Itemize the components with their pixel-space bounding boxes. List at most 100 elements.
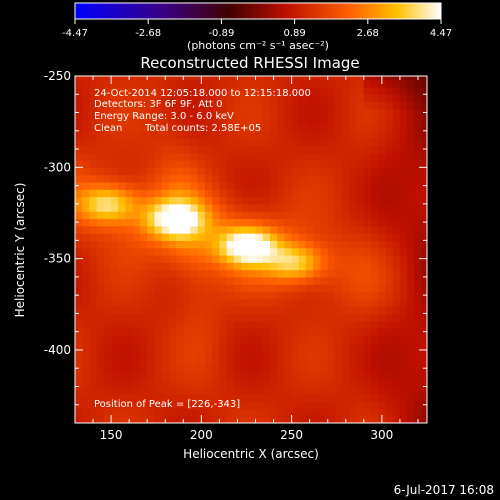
heatmap-cell — [385, 79, 394, 88]
heatmap-cell — [363, 218, 372, 227]
heatmap-cell — [334, 181, 343, 190]
heatmap-cell — [219, 101, 228, 110]
heatmap-cell — [363, 320, 372, 329]
heatmap-cell — [248, 371, 257, 380]
heatmap-cell — [190, 393, 199, 402]
heatmap-cell — [298, 349, 307, 358]
heatmap-cell — [392, 160, 401, 168]
heatmap-cell — [161, 211, 170, 220]
heatmap-cell — [139, 415, 148, 423]
heatmap-cell — [219, 108, 228, 117]
heatmap-cell — [306, 298, 314, 307]
heatmap-cell — [320, 342, 329, 351]
heatmap-cell — [96, 145, 105, 154]
heatmap-cell — [111, 108, 119, 117]
heatmap-cell — [190, 101, 199, 110]
heatmap-cell — [378, 291, 387, 300]
heatmap-cell — [291, 196, 300, 205]
heatmap-cell — [190, 108, 199, 117]
heatmap-cell — [385, 291, 394, 300]
heatmap-cell — [320, 130, 329, 139]
heatmap-cell — [313, 313, 322, 322]
heatmap-cell — [327, 160, 336, 168]
heatmap-cell — [212, 218, 221, 227]
heatmap-cell — [226, 342, 235, 351]
heatmap-cell — [414, 335, 423, 344]
heatmap-cell — [334, 401, 343, 409]
heatmap-cell — [421, 386, 427, 395]
heatmap-cell — [132, 247, 141, 256]
colorbar-tick-label: -4.47 — [62, 28, 88, 39]
heatmap-cell — [327, 233, 336, 241]
heatmap-cell — [313, 203, 322, 212]
heatmap-cell — [284, 247, 293, 256]
heatmap-cell — [125, 408, 134, 417]
heatmap-cell — [103, 101, 112, 110]
heatmap-cell — [363, 225, 372, 234]
heatmap-cell — [255, 335, 264, 344]
heatmap-cell — [320, 233, 329, 241]
heatmap-cell — [421, 262, 427, 271]
heatmap-cell — [212, 401, 221, 409]
heatmap-cell — [349, 160, 358, 168]
heatmap-cell — [334, 94, 343, 103]
heatmap-cell — [118, 94, 127, 103]
heatmap-cell — [269, 211, 278, 220]
heatmap-cell — [139, 313, 148, 322]
heatmap-cell — [262, 342, 271, 351]
heatmap-cell — [233, 349, 242, 358]
heatmap-cell — [363, 247, 372, 256]
heatmap-cell — [125, 313, 134, 322]
heatmap-cell — [190, 364, 199, 373]
heatmap-cell — [233, 254, 242, 263]
heatmap-cell — [334, 240, 343, 249]
heatmap-cell — [320, 108, 329, 117]
heatmap-cell — [96, 408, 105, 417]
heatmap-cell — [82, 254, 91, 263]
heatmap-cell — [298, 371, 307, 380]
heatmap-cell — [176, 203, 184, 212]
heatmap-cell — [154, 320, 163, 329]
heatmap-cell — [89, 298, 98, 307]
heatmap-cell — [399, 254, 408, 263]
heatmap-cell — [399, 203, 408, 212]
heatmap-cell — [313, 284, 322, 293]
heatmap-cell — [407, 196, 415, 205]
heatmap-cell — [414, 401, 423, 409]
heatmap-cell — [190, 160, 199, 168]
heatmap-cell — [378, 371, 387, 380]
heatmap-cell — [349, 298, 358, 307]
heatmap-cell — [363, 203, 372, 212]
heatmap-cell — [103, 152, 112, 161]
heatmap-cell — [320, 76, 329, 81]
heatmap-cell — [82, 269, 91, 278]
heatmap-cell — [103, 298, 112, 307]
heatmap-cell — [414, 371, 423, 380]
heatmap-cell — [407, 349, 415, 358]
heatmap-cell — [125, 138, 134, 146]
heatmap-cell — [356, 181, 365, 190]
heatmap-cell — [414, 306, 423, 315]
heatmap-cell — [421, 138, 427, 146]
heatmap-cell — [262, 181, 271, 190]
heatmap-cell — [392, 254, 401, 263]
heatmap-cell — [111, 79, 119, 88]
heatmap-cell — [212, 189, 221, 198]
heatmap-cell — [75, 101, 83, 110]
heatmap-cell — [118, 371, 127, 380]
heatmap-cell — [334, 160, 343, 168]
heatmap-cell — [313, 196, 322, 205]
heatmap-cell — [306, 240, 314, 249]
heatmap-cell — [204, 357, 213, 366]
heatmap-cell — [407, 152, 415, 161]
heatmap-cell — [176, 269, 184, 278]
heatmap-cell — [248, 335, 257, 344]
heatmap-cell — [89, 269, 98, 278]
heatmap-cell — [96, 181, 105, 190]
heatmap-cell — [327, 364, 336, 373]
heatmap-cell — [291, 138, 300, 146]
heatmap-cell — [262, 379, 271, 388]
heatmap-cell — [168, 262, 177, 271]
heatmap-cell — [371, 240, 379, 249]
heatmap-cell — [161, 101, 170, 110]
